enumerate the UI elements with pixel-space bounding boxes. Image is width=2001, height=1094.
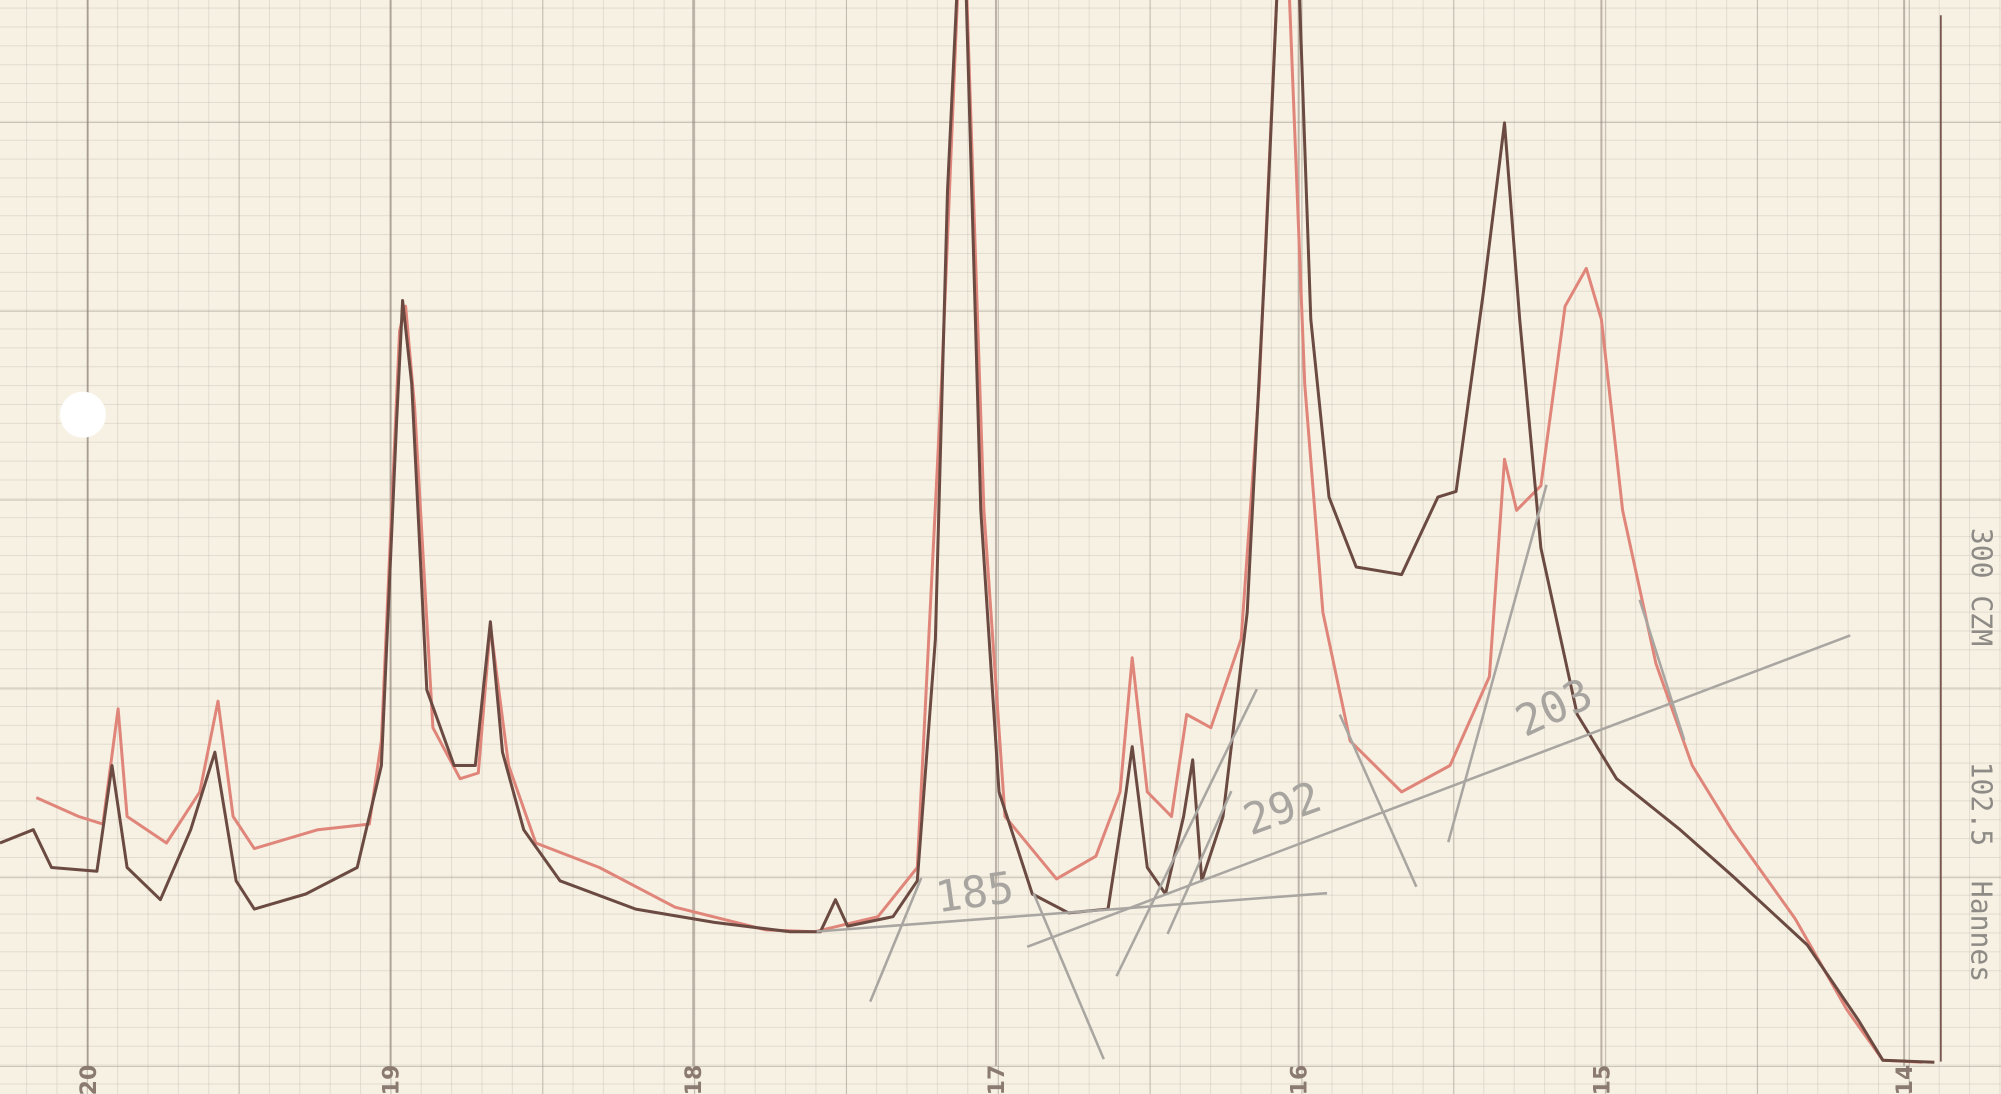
margin-note: 102.5 [1964, 762, 1997, 846]
x-tick-label: 20 [77, 1065, 102, 1094]
x-tick-label: 15 [1590, 1065, 1615, 1094]
margin-note: Hannes [1964, 881, 1997, 982]
pencil-lines: 185 292 203 300 CZM 102.5 Hannes [59, 15, 1997, 1062]
trace [35, 0, 1923, 1064]
x-tick-label: 17 [985, 1065, 1010, 1094]
margin-note: 300 CZM [1964, 528, 1997, 646]
annotation: 185 [932, 863, 1017, 923]
x-tick-label: 14 [1893, 1065, 1918, 1094]
x-tick-label: 16 [1288, 1065, 1313, 1094]
x-tick-label: 18 [682, 1065, 707, 1094]
annotation: 292 [1237, 772, 1328, 846]
x-tick-label: 19 [380, 1065, 405, 1094]
trace [0, 0, 1935, 1064]
